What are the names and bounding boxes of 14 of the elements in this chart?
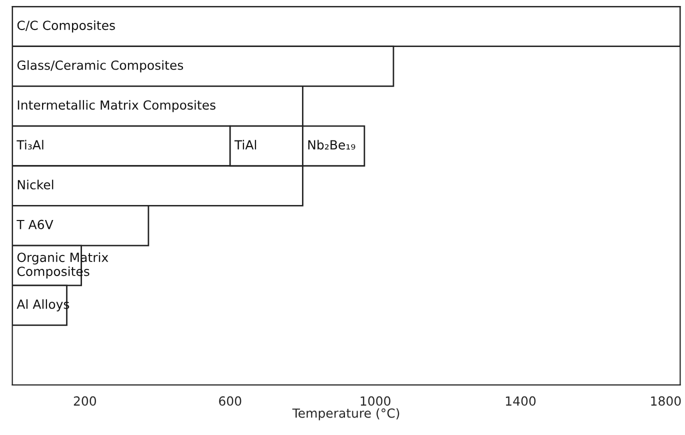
- x-tick-label: 1800: [651, 396, 681, 406]
- x-axis-title: Temperature (°C): [292, 408, 400, 420]
- y-tick-label: Intermetallic Matrix Composites: [18, 100, 216, 112]
- y-tick-label: C/C Composites: [17, 20, 115, 32]
- x-tick-label: 600: [219, 396, 242, 406]
- y-tick-label: Glass/Ceramic Composites: [17, 60, 184, 72]
- x-tick-label: 1000: [360, 396, 390, 406]
- y-tick-label: Nickel: [18, 180, 54, 190]
- y-tick-label: T A6V: [16, 220, 54, 230]
- x-tick-label: 1400: [506, 396, 536, 406]
- y-tick-label: Ti₃Al: [16, 140, 44, 150]
- series-label: TiAl: [234, 140, 256, 150]
- x-tick-label: 200: [74, 396, 96, 406]
- series-label: Nb₂Be₁₉: [308, 140, 356, 150]
